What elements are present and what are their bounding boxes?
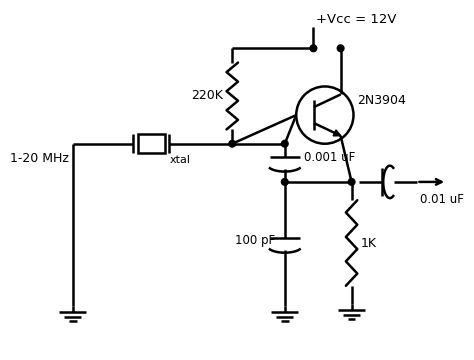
Text: 2N3904: 2N3904 <box>357 94 406 107</box>
Text: 1K: 1K <box>361 237 377 249</box>
Text: 100 pF: 100 pF <box>235 234 275 247</box>
Polygon shape <box>333 130 341 136</box>
Text: 1-20 MHz: 1-20 MHz <box>10 152 69 165</box>
Text: xtal: xtal <box>169 155 190 165</box>
Circle shape <box>282 179 288 185</box>
Text: 0.001 uF: 0.001 uF <box>304 150 355 163</box>
Circle shape <box>296 86 354 144</box>
Text: +Vcc = 12V: +Vcc = 12V <box>316 13 397 26</box>
Circle shape <box>337 45 344 51</box>
Text: 0.01 uF: 0.01 uF <box>420 193 464 206</box>
Circle shape <box>229 140 236 147</box>
Circle shape <box>282 140 288 147</box>
Circle shape <box>310 45 317 51</box>
Bar <box>138 134 164 153</box>
Circle shape <box>348 179 355 185</box>
Text: 220K: 220K <box>191 90 223 103</box>
